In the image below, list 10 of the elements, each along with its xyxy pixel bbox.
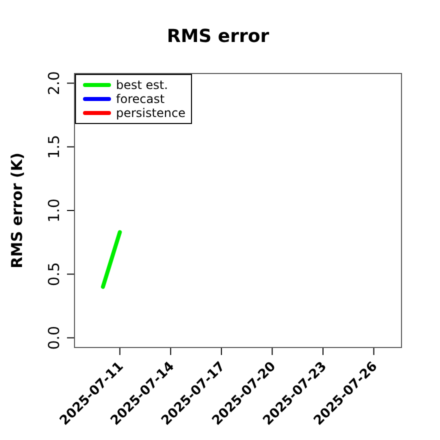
y-tick-label: 2.0 [45, 71, 63, 96]
y-tick-label: 0.5 [45, 262, 63, 286]
y-axis-title: RMS error (K) [8, 152, 26, 268]
legend-label: persistence [116, 106, 186, 120]
y-tick-label: 1.5 [45, 134, 63, 159]
legend-label: best est. [116, 78, 168, 92]
legend-label: forecast [116, 92, 165, 106]
y-tick-label: 0.0 [45, 326, 63, 350]
chart-title: RMS error [166, 26, 270, 47]
y-tick-label: 1.0 [45, 198, 63, 222]
